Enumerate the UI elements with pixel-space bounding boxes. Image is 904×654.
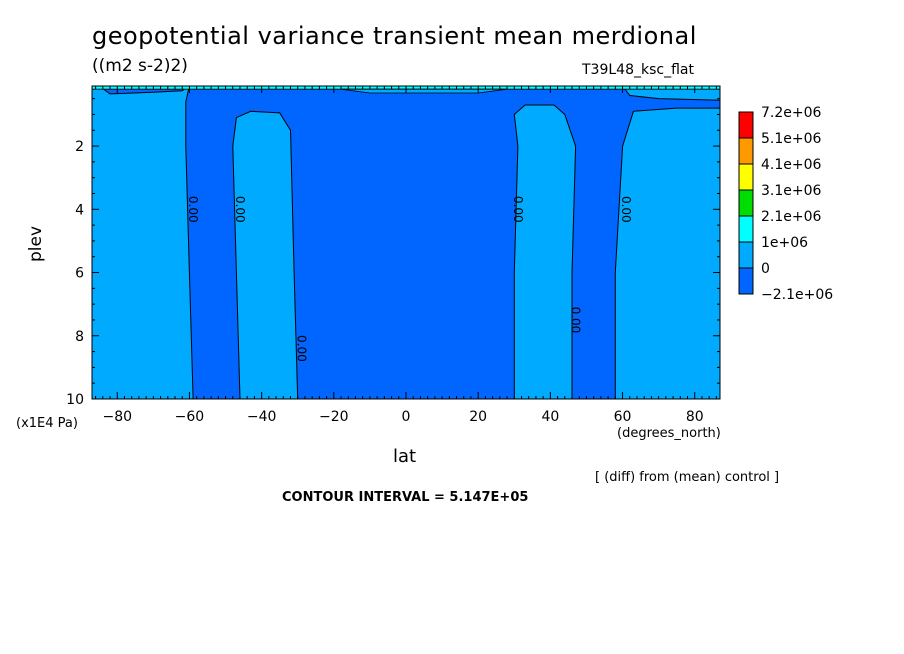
colorbar-swatch bbox=[738, 111, 754, 139]
x-tick-label: 20 bbox=[469, 409, 487, 425]
tropical-top-band bbox=[340, 88, 508, 94]
x-axis-ticks: −80 −60 −40 −20 0 20 40 60 80 bbox=[95, 86, 717, 425]
x-axis-unit: (degrees_north) bbox=[617, 426, 721, 441]
y-tick-label: 8 bbox=[75, 329, 84, 345]
contour-label: 0.00 bbox=[569, 307, 583, 334]
plot-area bbox=[91, 85, 721, 400]
colorbar-swatch bbox=[738, 163, 754, 191]
x-tick-label: −20 bbox=[319, 409, 349, 425]
colorbar-label: 2.1e+06 bbox=[761, 209, 822, 225]
x-tick-label: 0 bbox=[402, 409, 411, 425]
colorbar-label: 5.1e+06 bbox=[761, 131, 822, 147]
x-tick-label: −60 bbox=[175, 409, 205, 425]
colorbar: 7.2e+06 5.1e+06 4.1e+06 3.1e+06 2.1e+06 1e+06… bbox=[738, 105, 833, 303]
negative-region bbox=[185, 85, 721, 400]
x-tick-label: 80 bbox=[686, 409, 704, 425]
colorbar-swatch bbox=[738, 267, 754, 295]
x-tick-label: −80 bbox=[102, 409, 132, 425]
contour-labels: 0.00 0.00 0.00 0.00 0.00 0.00 bbox=[186, 196, 633, 362]
y-tick-label: 6 bbox=[75, 266, 84, 282]
y-tick-label: 10 bbox=[66, 392, 84, 408]
y-axis-unit: (x1E4 Pa) bbox=[16, 416, 78, 431]
contour-label: 0.00 bbox=[294, 335, 308, 362]
colorbar-swatch bbox=[738, 137, 754, 165]
contour-label: 0.00 bbox=[511, 196, 525, 223]
colorbar-swatch bbox=[738, 189, 754, 217]
y-axis-label: plev bbox=[26, 225, 46, 262]
y-tick-label: 4 bbox=[75, 202, 84, 218]
colorbar-label: −2.1e+06 bbox=[761, 287, 833, 303]
x-axis-label: lat bbox=[393, 446, 417, 467]
diff-note: [ (diff) from (mean) control ] bbox=[595, 470, 780, 485]
y-axis-ticks: 2 4 6 8 10 bbox=[66, 98, 720, 408]
contour-label: 0.00 bbox=[619, 196, 633, 223]
colorbar-label: 4.1e+06 bbox=[761, 157, 822, 173]
y-tick-label: 2 bbox=[75, 139, 84, 155]
colorbar-label: 1e+06 bbox=[761, 235, 808, 251]
colorbar-swatch bbox=[738, 215, 754, 243]
run-name: T39L48_ksc_flat bbox=[582, 62, 694, 78]
colorbar-label: 0 bbox=[761, 261, 770, 277]
contour-interval: CONTOUR INTERVAL = 5.147E+05 bbox=[282, 490, 529, 505]
colorbar-label: 7.2e+06 bbox=[761, 105, 822, 121]
contour-label: 0.00 bbox=[233, 196, 247, 223]
x-tick-label: 60 bbox=[614, 409, 632, 425]
chart-units: ((m2 s-2)2) bbox=[92, 56, 188, 76]
x-tick-label: 40 bbox=[541, 409, 559, 425]
chart-title: geopotential variance transient mean mer… bbox=[92, 22, 697, 50]
colorbar-label: 3.1e+06 bbox=[761, 183, 822, 199]
colorbar-swatch bbox=[738, 241, 754, 269]
contour-label: 0.00 bbox=[186, 196, 200, 223]
x-tick-label: −40 bbox=[247, 409, 277, 425]
